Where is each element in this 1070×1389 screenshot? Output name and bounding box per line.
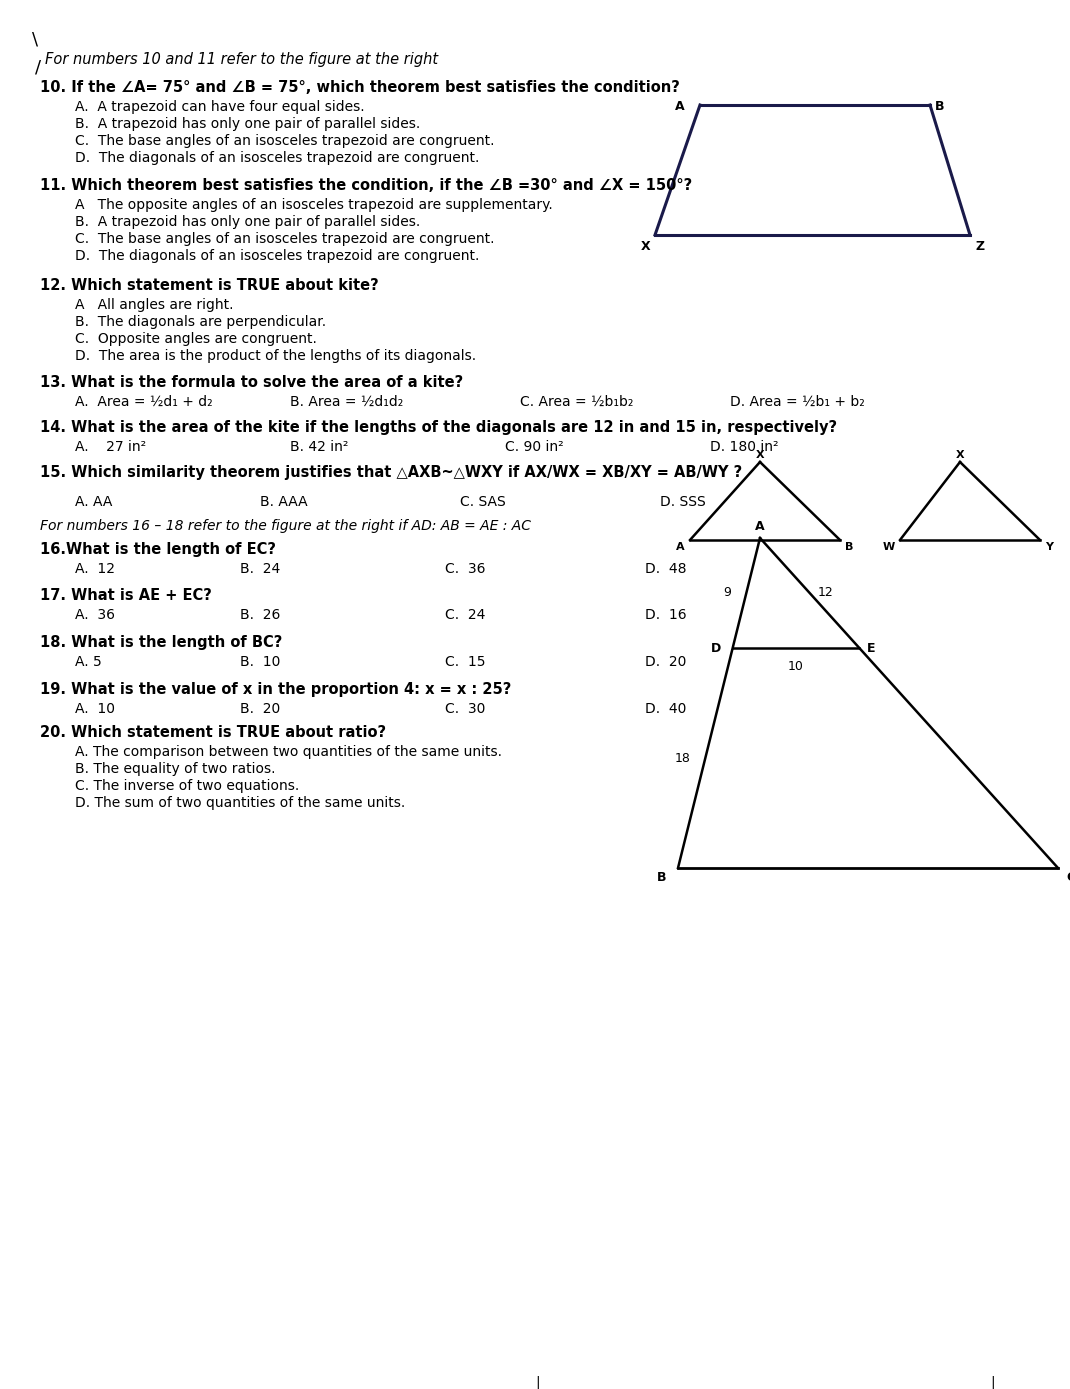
Text: C. Area = ½b₁b₂: C. Area = ½b₁b₂ [520,394,633,408]
Text: B. AAA: B. AAA [260,494,308,508]
Text: 10. If the ∠A= 75° and ∠B = 75°, which theorem best satisfies the condition?: 10. If the ∠A= 75° and ∠B = 75°, which t… [40,81,679,94]
Text: Z: Z [975,240,984,253]
Text: X: X [755,450,764,460]
Text: B.  10: B. 10 [240,656,280,669]
Text: C.  15: C. 15 [445,656,486,669]
Text: 15. Which similarity theorem justifies that △AXB~△WXY if AX/WX = XB/XY = AB/WY ?: 15. Which similarity theorem justifies t… [40,465,743,481]
Text: C. SAS: C. SAS [460,494,506,508]
Text: C.  30: C. 30 [445,701,486,715]
Text: E: E [868,642,876,654]
Text: D.  The area is the product of the lengths of its diagonals.: D. The area is the product of the length… [75,349,476,363]
Text: 9: 9 [723,586,731,600]
Text: A. 5: A. 5 [75,656,102,669]
Text: B: B [935,100,945,113]
Text: D.  20: D. 20 [645,656,686,669]
Text: 14. What is the area of the kite if the lengths of the diagonals are 12 in and 1: 14. What is the area of the kite if the … [40,419,837,435]
Text: C.  36: C. 36 [445,563,486,576]
Text: /: / [35,58,41,76]
Text: D.  16: D. 16 [645,608,687,622]
Text: C.  The base angles of an isosceles trapezoid are congruent.: C. The base angles of an isosceles trape… [75,133,494,149]
Text: B: B [657,871,666,883]
Text: B.  A trapezoid has only one pair of parallel sides.: B. A trapezoid has only one pair of para… [75,117,421,131]
Text: A.  Area = ½d₁ + d₂: A. Area = ½d₁ + d₂ [75,394,213,408]
Text: |: | [535,1375,539,1389]
Text: A.    27 in²: A. 27 in² [75,440,147,454]
Text: B. Area = ½d₁d₂: B. Area = ½d₁d₂ [290,394,403,408]
Text: D.  48: D. 48 [645,563,687,576]
Text: B.  20: B. 20 [240,701,280,715]
Text: 10: 10 [789,660,804,674]
Text: |: | [990,1375,995,1389]
Text: \: \ [32,31,39,49]
Text: C.  The base angles of an isosceles trapezoid are congruent.: C. The base angles of an isosceles trape… [75,232,494,246]
Text: A: A [675,100,685,113]
Text: 13. What is the formula to solve the area of a kite?: 13. What is the formula to solve the are… [40,375,463,390]
Text: D. Area = ½b₁ + b₂: D. Area = ½b₁ + b₂ [730,394,865,408]
Text: B.  The diagonals are perpendicular.: B. The diagonals are perpendicular. [75,315,326,329]
Text: For numbers 10 and 11 refer to the figure at the right: For numbers 10 and 11 refer to the figur… [45,51,438,67]
Text: Y: Y [1045,542,1053,551]
Text: A. AA: A. AA [75,494,112,508]
Text: 18. What is the length of BC?: 18. What is the length of BC? [40,635,282,650]
Text: A   All angles are right.: A All angles are right. [75,299,233,313]
Text: A: A [755,519,765,533]
Text: B. 42 in²: B. 42 in² [290,440,349,454]
Text: C.  24: C. 24 [445,608,486,622]
Text: A   The opposite angles of an isosceles trapezoid are supplementary.: A The opposite angles of an isosceles tr… [75,199,553,213]
Text: 12. Which statement is TRUE about kite?: 12. Which statement is TRUE about kite? [40,278,379,293]
Text: 16.What is the length of EC?: 16.What is the length of EC? [40,542,276,557]
Text: D. SSS: D. SSS [660,494,706,508]
Text: D.  The diagonals of an isosceles trapezoid are congruent.: D. The diagonals of an isosceles trapezo… [75,151,479,165]
Text: C.  Opposite angles are congruent.: C. Opposite angles are congruent. [75,332,317,346]
Text: C: C [1066,871,1070,883]
Text: X: X [956,450,964,460]
Text: 12: 12 [817,586,834,600]
Text: 18: 18 [674,751,690,764]
Text: D.  The diagonals of an isosceles trapezoid are congruent.: D. The diagonals of an isosceles trapezo… [75,249,479,263]
Text: D. 180 in²: D. 180 in² [710,440,779,454]
Text: A.  12: A. 12 [75,563,114,576]
Text: 20. Which statement is TRUE about ratio?: 20. Which statement is TRUE about ratio? [40,725,386,740]
Text: For numbers 16 – 18 refer to the figure at the right if AD: AB = AE : AC: For numbers 16 – 18 refer to the figure … [40,519,531,533]
Text: 11. Which theorem best satisfies the condition, if the ∠B =30° and ∠X = 150°?: 11. Which theorem best satisfies the con… [40,178,692,193]
Text: A. The comparison between two quantities of the same units.: A. The comparison between two quantities… [75,745,502,758]
Text: C. 90 in²: C. 90 in² [505,440,564,454]
Text: D.  40: D. 40 [645,701,686,715]
Text: 17. What is AE + EC?: 17. What is AE + EC? [40,588,212,603]
Text: D: D [710,642,721,654]
Text: A.  36: A. 36 [75,608,114,622]
Text: B: B [845,542,854,551]
Text: 19. What is the value of x in the proportion 4: x = x : 25?: 19. What is the value of x in the propor… [40,682,511,697]
Text: B.  A trapezoid has only one pair of parallel sides.: B. A trapezoid has only one pair of para… [75,215,421,229]
Text: W: W [883,542,895,551]
Text: A: A [676,542,685,551]
Text: A.  10: A. 10 [75,701,114,715]
Text: B.  26: B. 26 [240,608,280,622]
Text: D. The sum of two quantities of the same units.: D. The sum of two quantities of the same… [75,796,406,810]
Text: B. The equality of two ratios.: B. The equality of two ratios. [75,763,275,776]
Text: C. The inverse of two equations.: C. The inverse of two equations. [75,779,300,793]
Text: B.  24: B. 24 [240,563,280,576]
Text: A.  A trapezoid can have four equal sides.: A. A trapezoid can have four equal sides… [75,100,365,114]
Text: X: X [640,240,649,253]
